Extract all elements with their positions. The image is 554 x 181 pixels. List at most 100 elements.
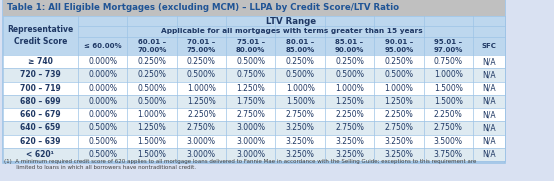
Text: 60.01 –
70.00%: 60.01 – 70.00% — [137, 39, 167, 53]
Bar — [3, 81, 505, 95]
Text: 0.000%: 0.000% — [88, 57, 117, 66]
Text: 0.500%: 0.500% — [88, 123, 117, 132]
Text: 2.250%: 2.250% — [434, 110, 463, 119]
Text: 0.250%: 0.250% — [384, 57, 413, 66]
Text: 620 – 639: 620 – 639 — [20, 137, 60, 146]
Text: N/A: N/A — [483, 57, 496, 66]
Text: 680 – 699: 680 – 699 — [20, 97, 60, 106]
Text: 1.500%: 1.500% — [434, 97, 463, 106]
Text: (1)  A minimum required credit score of 620 applies to all mortgage loans delive: (1) A minimum required credit score of 6… — [4, 159, 476, 164]
Text: SFC: SFC — [481, 43, 496, 49]
Bar — [3, 55, 505, 68]
Text: N/A: N/A — [483, 110, 496, 119]
Bar — [3, 95, 505, 108]
Text: 1.750%: 1.750% — [237, 97, 265, 106]
Text: N/A: N/A — [483, 137, 496, 146]
Text: 3.250%: 3.250% — [335, 137, 364, 146]
Bar — [3, 0, 505, 16]
Text: 1.000%: 1.000% — [187, 84, 216, 93]
Text: 3.000%: 3.000% — [236, 123, 265, 132]
Text: 1.250%: 1.250% — [384, 97, 413, 106]
Text: Applicable for all mortgages with terms greater than 15 years: Applicable for all mortgages with terms … — [161, 28, 422, 35]
Text: 0.500%: 0.500% — [236, 57, 265, 66]
Text: 0.000%: 0.000% — [88, 84, 117, 93]
Text: ≤ 60.00%: ≤ 60.00% — [84, 43, 121, 49]
Text: 3.250%: 3.250% — [335, 150, 364, 159]
Text: 0.750%: 0.750% — [434, 57, 463, 66]
Text: 75.01 –
80.00%: 75.01 – 80.00% — [236, 39, 265, 53]
Text: 640 – 659: 640 – 659 — [20, 123, 60, 132]
Text: 3.250%: 3.250% — [286, 137, 315, 146]
Text: N/A: N/A — [483, 70, 496, 79]
Bar — [3, 134, 505, 148]
Text: 1.250%: 1.250% — [137, 123, 166, 132]
Text: 720 – 739: 720 – 739 — [20, 70, 61, 79]
Bar — [3, 108, 505, 121]
Text: 0.000%: 0.000% — [88, 110, 117, 119]
Text: < 620¹: < 620¹ — [27, 150, 54, 159]
Text: 1.000%: 1.000% — [434, 70, 463, 79]
Text: 0.750%: 0.750% — [236, 70, 265, 79]
Text: 0.500%: 0.500% — [384, 70, 413, 79]
Text: 80.01 –
85.00%: 80.01 – 85.00% — [285, 39, 315, 53]
Text: 2.750%: 2.750% — [335, 123, 364, 132]
Text: 1.000%: 1.000% — [286, 84, 315, 93]
Text: 2.750%: 2.750% — [434, 123, 463, 132]
Text: 1.250%: 1.250% — [335, 97, 364, 106]
Text: Representative
Credit Score: Representative Credit Score — [7, 25, 74, 46]
Text: LTV Range: LTV Range — [266, 16, 316, 26]
Text: 3.250%: 3.250% — [286, 150, 315, 159]
Text: 660 – 679: 660 – 679 — [20, 110, 60, 119]
Text: 85.01 –
90.00%: 85.01 – 90.00% — [335, 39, 364, 53]
Text: N/A: N/A — [483, 150, 496, 159]
Text: 3.250%: 3.250% — [384, 137, 413, 146]
Text: 2.750%: 2.750% — [286, 110, 315, 119]
Text: 1.000%: 1.000% — [137, 110, 166, 119]
Text: 1.000%: 1.000% — [335, 84, 364, 93]
Text: 1.500%: 1.500% — [286, 97, 315, 106]
Text: 3.000%: 3.000% — [236, 137, 265, 146]
Text: 1.500%: 1.500% — [137, 150, 166, 159]
Text: 3.750%: 3.750% — [434, 150, 463, 159]
Text: 0.000%: 0.000% — [88, 70, 117, 79]
Text: 1.250%: 1.250% — [187, 97, 216, 106]
Text: 0.500%: 0.500% — [137, 84, 167, 93]
Text: 2.750%: 2.750% — [384, 123, 413, 132]
Text: 1.500%: 1.500% — [137, 137, 166, 146]
Text: 3.500%: 3.500% — [434, 137, 463, 146]
Text: 2.750%: 2.750% — [237, 110, 265, 119]
Text: 0.250%: 0.250% — [187, 57, 216, 66]
Text: 3.250%: 3.250% — [384, 150, 413, 159]
Text: 0.500%: 0.500% — [137, 97, 167, 106]
Text: N/A: N/A — [483, 123, 496, 132]
Text: N/A: N/A — [483, 84, 496, 93]
Text: 95.01 –
97.00%: 95.01 – 97.00% — [434, 39, 463, 53]
Text: Table 1: All Eligible Mortgages (excluding MCM) – LLPA by Credit Score/LTV Ratio: Table 1: All Eligible Mortgages (excludi… — [7, 3, 399, 12]
Text: 3.000%: 3.000% — [187, 150, 216, 159]
Text: 2.250%: 2.250% — [187, 110, 216, 119]
Text: 2.250%: 2.250% — [335, 110, 364, 119]
Text: 0.500%: 0.500% — [335, 70, 364, 79]
Text: 0.250%: 0.250% — [137, 57, 166, 66]
Text: 0.500%: 0.500% — [88, 137, 117, 146]
Text: 3.000%: 3.000% — [187, 137, 216, 146]
Text: 0.500%: 0.500% — [187, 70, 216, 79]
Text: 0.250%: 0.250% — [137, 70, 166, 79]
Text: 90.01 –
95.00%: 90.01 – 95.00% — [384, 39, 414, 53]
Text: 700 – 719: 700 – 719 — [20, 84, 61, 93]
Text: N/A: N/A — [483, 97, 496, 106]
Text: ≥ 740: ≥ 740 — [28, 57, 53, 66]
Text: limited to loans in which all borrowers have nontraditional credit.: limited to loans in which all borrowers … — [4, 165, 196, 170]
Bar — [3, 68, 505, 81]
Text: 3.000%: 3.000% — [236, 150, 265, 159]
Text: 1.000%: 1.000% — [384, 84, 413, 93]
Text: 0.500%: 0.500% — [286, 70, 315, 79]
Text: 0.250%: 0.250% — [286, 57, 315, 66]
Bar — [3, 121, 505, 134]
Bar — [3, 148, 505, 161]
Text: 0.250%: 0.250% — [335, 57, 364, 66]
Text: 0.500%: 0.500% — [88, 150, 117, 159]
Text: 2.750%: 2.750% — [187, 123, 216, 132]
Text: 0.000%: 0.000% — [88, 97, 117, 106]
Text: 2.250%: 2.250% — [384, 110, 413, 119]
